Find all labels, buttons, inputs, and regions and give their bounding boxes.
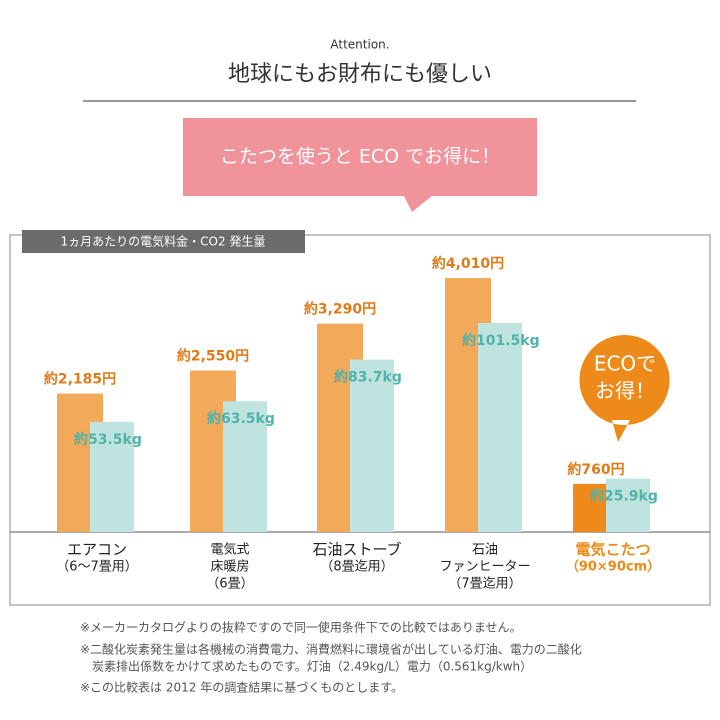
category-label: ファンヒーター — [439, 560, 530, 575]
note: ※二酸化炭素発生量は各機械の消費電力、消費燃料に環境省が出している灯油、電力の二… — [80, 642, 582, 657]
category-label: エアコン — [67, 541, 127, 559]
note: ※メーカーカタログよりの抜粋ですので同一使用条件下での比較ではありません。 — [80, 620, 521, 635]
value-label: 約2,185円 — [44, 371, 116, 388]
note: ※この比較表は 2012 年の調査結果に基づくものとします。 — [80, 680, 403, 695]
badge-text: ECOで — [594, 352, 656, 376]
category-label: （7畳迄用） — [448, 577, 521, 592]
category-label: （6畳） — [206, 577, 253, 592]
bar — [606, 478, 650, 532]
note: 炭素排出係数をかけて求めたものです。灯油（2.49kg/L）電力（0.561kg… — [80, 659, 532, 674]
value-label: 約83.7kg — [334, 369, 402, 386]
category-label: 床暖房 — [210, 559, 249, 575]
category-label: 石油 — [472, 543, 498, 558]
kicker: Attention. — [330, 38, 389, 52]
category-label: （8畳迄用） — [320, 560, 393, 575]
value-label: 約25.9kg — [590, 488, 658, 505]
value-label: 約4,010円 — [432, 255, 504, 272]
title: 地球にもお財布にも優しい — [228, 62, 492, 87]
subtitle-box — [22, 230, 305, 253]
category-label: （90×90cm） — [566, 559, 660, 575]
chart-frame — [9, 234, 711, 606]
badge-text: お得！ — [595, 379, 655, 403]
category-label: （6〜7畳用） — [56, 560, 138, 575]
value-label: 約101.5kg — [462, 332, 540, 349]
bar — [223, 401, 267, 532]
bar — [478, 323, 522, 532]
banner — [183, 118, 537, 212]
value-label: 約2,550円 — [177, 347, 249, 364]
value-label: 約760円 — [567, 461, 624, 478]
value-label: 約63.5kg — [207, 410, 275, 427]
bar — [90, 421, 134, 532]
value-label: 約53.5kg — [74, 431, 142, 448]
banner-text: こたつを使うと ECO でお得に！ — [220, 146, 500, 168]
category-label: 電気こたつ — [575, 541, 650, 559]
category-label: 石油ストーブ — [312, 541, 401, 559]
bar — [350, 359, 394, 532]
badge — [579, 335, 670, 442]
category-label: 電気式 — [210, 542, 249, 558]
chart-subtitle: 1ヵ月あたりの電気料金・CO2 発生量 — [61, 234, 266, 249]
value-label: 約3,290円 — [304, 301, 376, 318]
